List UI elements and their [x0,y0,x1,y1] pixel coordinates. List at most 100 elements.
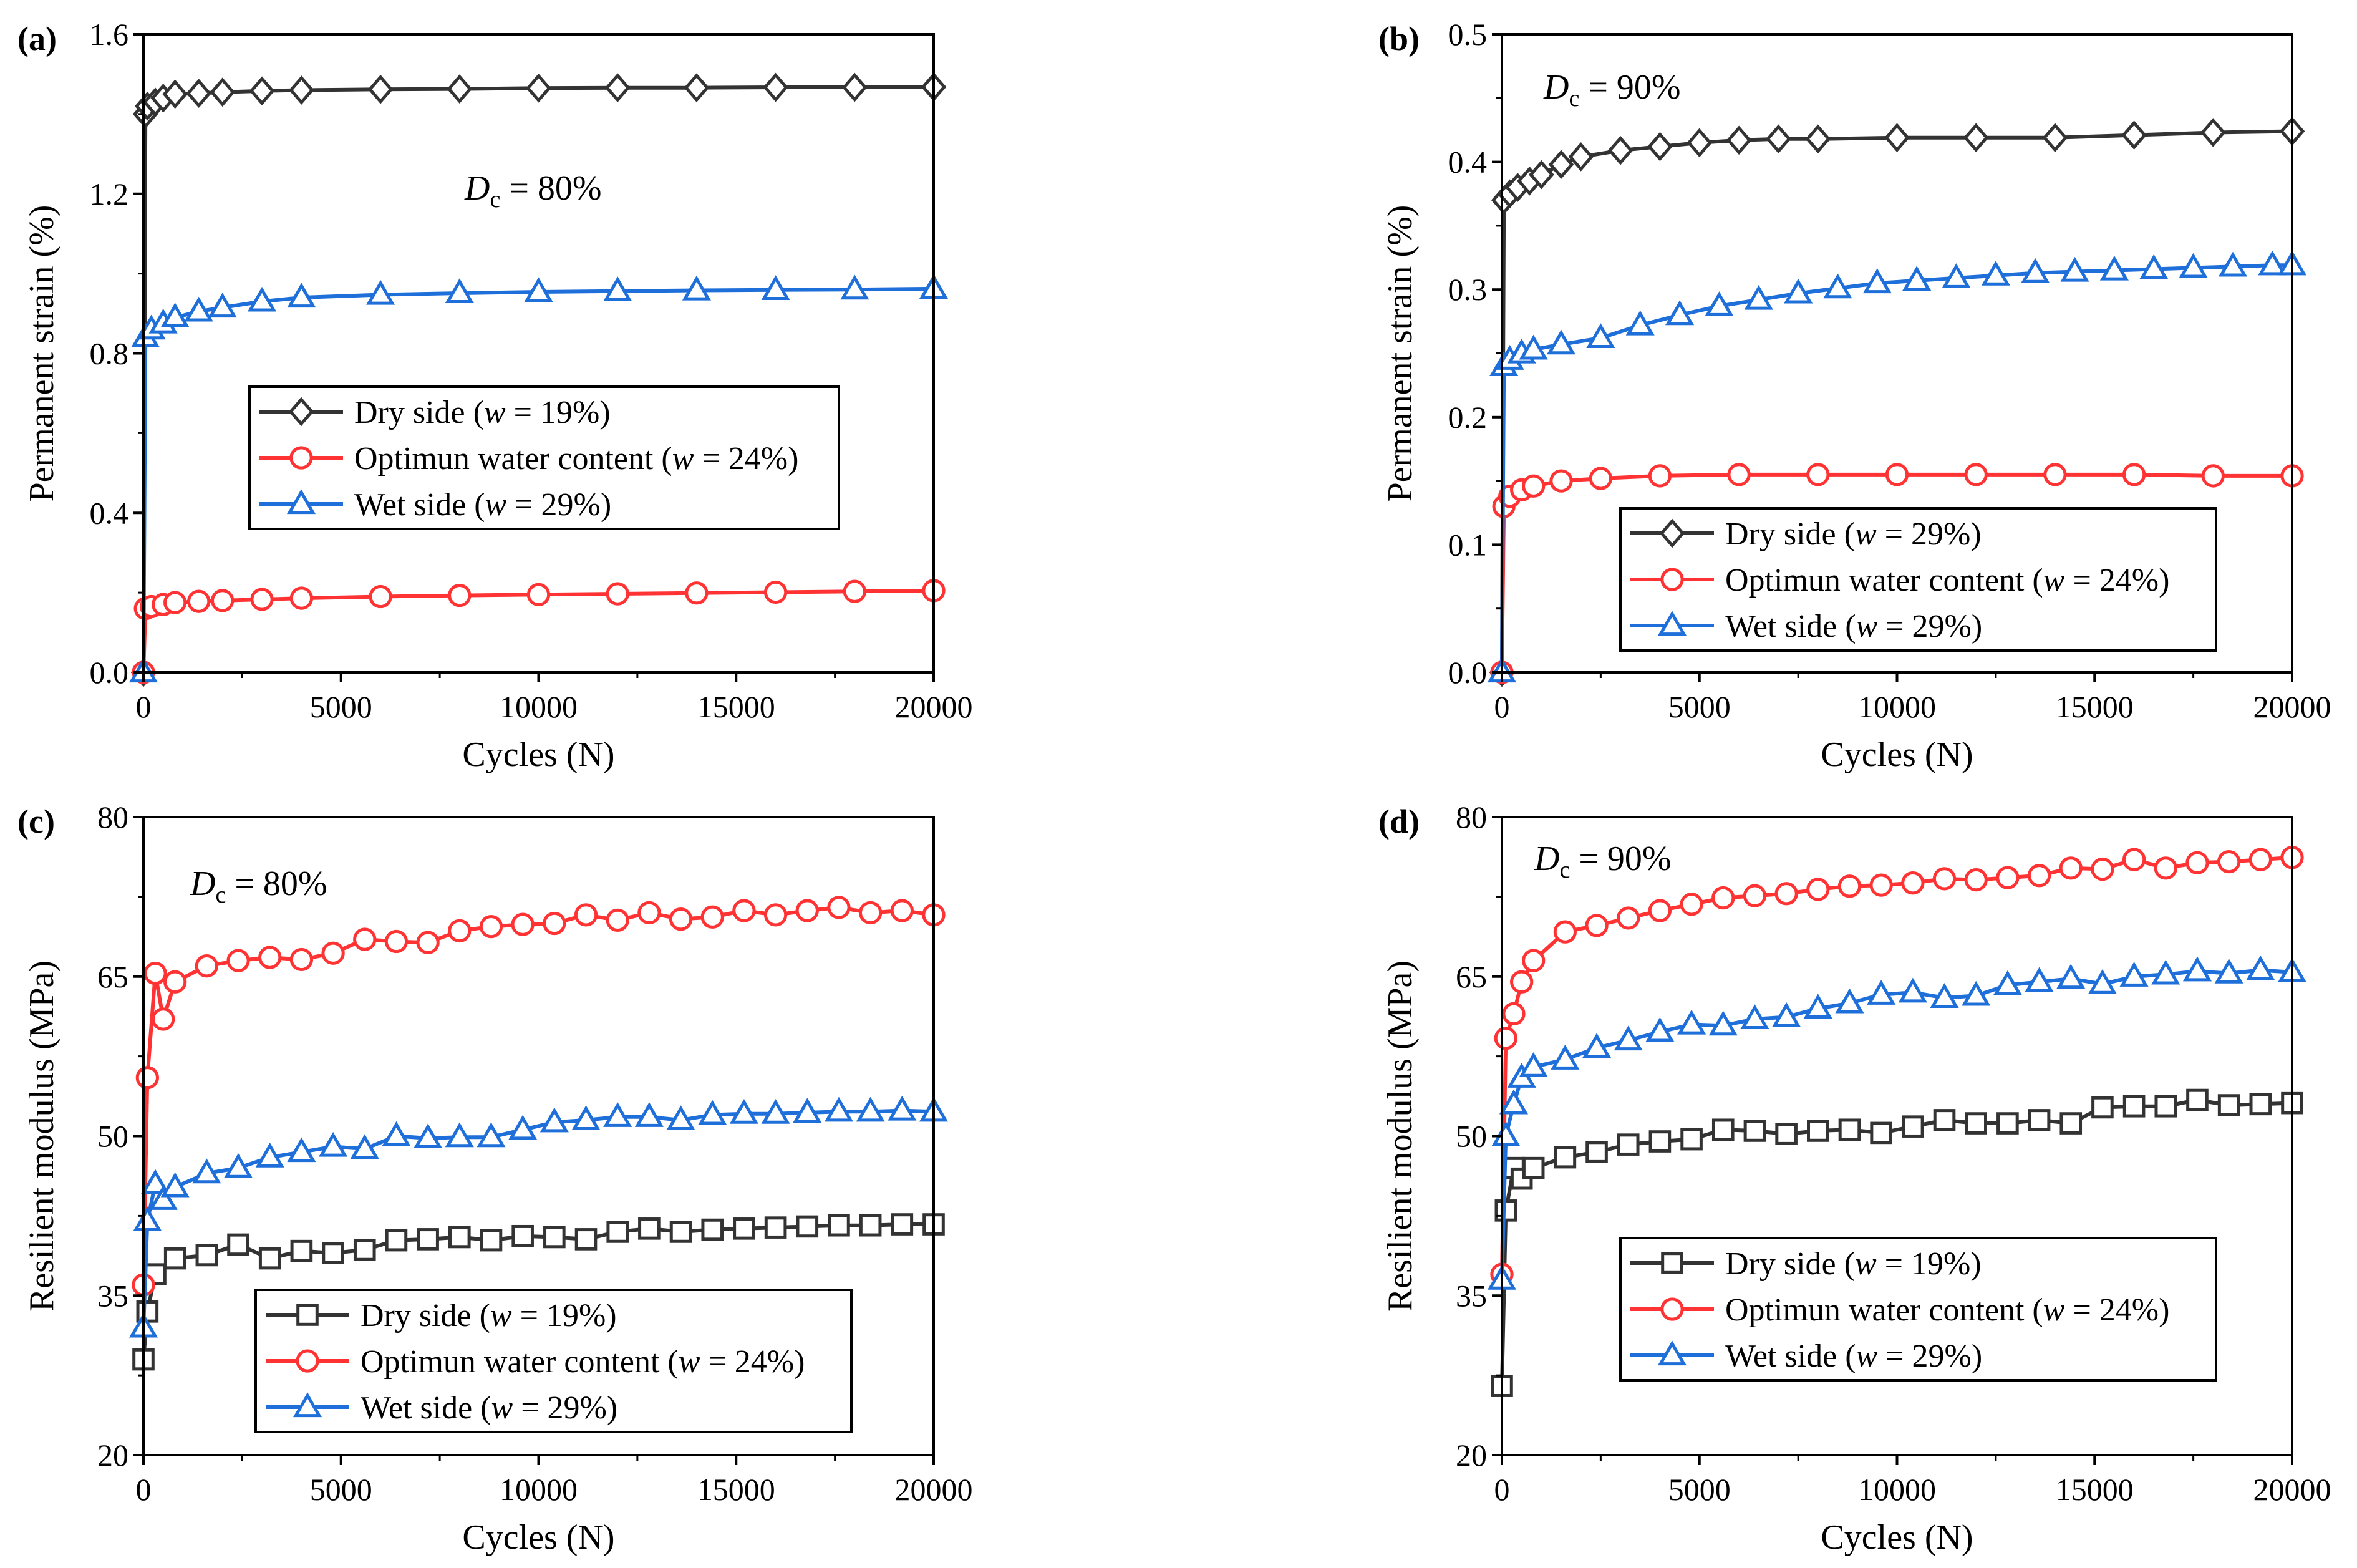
data-point [2246,955,2275,980]
y-tick-label: 0.2 [1448,400,1488,435]
annotation-symbol: D [190,864,215,903]
data-point [186,79,212,108]
legend-marker [289,446,313,470]
data-point [258,1247,281,1270]
data-point [543,1226,566,1249]
data-point [2088,969,2117,994]
data-point [2185,851,2209,874]
data-point [353,1239,376,1261]
data-point [2042,123,2068,153]
data-point [763,72,788,102]
data-point [2091,1096,2114,1119]
data-point [208,293,237,318]
series-3 [128,1095,949,1338]
data-point [1546,329,1576,355]
data-point [669,1221,692,1243]
data-point [1648,464,1672,488]
legend-name: Optimun water content ( [361,1344,679,1380]
data-point [1869,873,1893,897]
x-tick-label: 0 [1494,1472,1510,1507]
x-tick-label: 5000 [310,1472,372,1507]
data-point [1499,1089,1529,1115]
data-point [1677,1009,1706,1035]
data-point [2027,864,2051,888]
legend-marker [1660,1297,1684,1321]
data-point [841,72,868,102]
legend-label: Dry side (w = 29%) [1725,516,1982,552]
data-point [1806,878,1830,901]
data-point [682,275,711,301]
data-point [366,279,395,305]
legend-name: Optimun water content ( [1725,1292,2043,1328]
data-point [2218,251,2248,277]
data-point [1902,266,1932,291]
legend-label: Wet side (w = 29%) [361,1390,617,1426]
data-point [606,582,629,606]
data-point [1648,1130,1672,1153]
data-point [227,1233,249,1256]
y-tick-label: 80 [97,800,128,835]
legend-name: Wet side ( [354,487,485,523]
data-point [163,970,187,994]
data-point [603,1102,632,1127]
data-point [638,1217,661,1240]
legend-marker [293,1392,322,1418]
x-axis-title: Cycles (N) [1821,735,1973,774]
x-tick-label: 20000 [895,1472,973,1507]
data-point [666,1105,695,1131]
data-point [322,1242,344,1264]
legend: Dry side (w = 19%) Optimun water content … [1619,1237,2217,1382]
data-point [637,901,661,925]
legend-marker [1657,611,1687,636]
y-tick-label: 80 [1456,800,1487,835]
data-point [1585,1141,1608,1163]
data-point [1727,463,1751,486]
data-point [1806,463,1830,486]
data-point [187,589,211,613]
data-point [856,1096,885,1122]
x-tick-label: 10000 [1858,1472,1936,1507]
data-point [1711,1118,1735,1141]
data-point [1823,273,1852,299]
data-point [2091,857,2114,881]
legend-value: = 19%) [1877,1246,1982,1282]
legend-box [1619,507,2217,652]
data-point [511,912,535,936]
data-point [2179,253,2208,278]
data-point [2154,1095,2177,1118]
data-point [2182,956,2212,982]
data-point [1837,874,1862,898]
data-point [414,1123,443,1149]
legend-label: Dry side (w = 19%) [1725,1246,1982,1282]
data-point [2258,250,2287,276]
legend-var: w [679,1344,700,1380]
data-point [604,73,631,103]
y-tick-label: 35 [1456,1278,1487,1313]
x-tick-label: 20000 [2253,689,2331,724]
data-point [859,1214,882,1237]
y-tick-label: 1.6 [90,17,129,52]
data-point [1711,886,1735,910]
data-point [1708,1010,1738,1036]
data-point [1680,893,1703,916]
data-point [1996,866,2020,889]
legend-value: = 24%) [2064,563,2169,598]
data-point [1962,980,1991,1006]
annotation-subscript: c [490,186,500,213]
data-point [445,278,474,304]
data-point [416,931,440,954]
data-point [1647,132,1673,162]
data-point [447,74,473,104]
data-point [1870,1121,1892,1145]
legend-marker [1657,1340,1687,1366]
data-point [417,1228,439,1251]
data-point [796,1215,819,1238]
data-point [684,73,710,103]
data-point [2248,848,2272,871]
legend-name: Dry side ( [1725,1246,1855,1282]
data-point [192,1158,221,1184]
series-line [1500,968,2293,1280]
legend-name: Wet side ( [361,1390,491,1426]
data-point [1726,125,1752,155]
data-point [163,591,187,614]
